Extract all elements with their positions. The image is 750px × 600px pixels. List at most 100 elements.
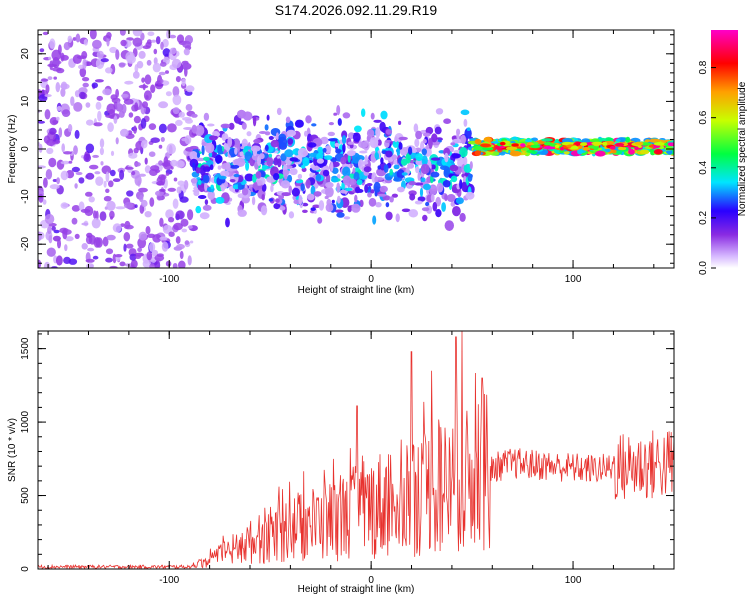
heat-cell [97,110,102,122]
heat-cell [170,166,174,170]
heat-cell [105,171,110,183]
heat-cell [543,145,556,150]
heat-cell [268,153,273,158]
heat-cell [323,155,333,161]
heat-cell [199,212,210,220]
heat-cell [356,179,363,186]
heat-cell [60,88,66,97]
heat-cell [275,198,280,203]
heat-cell [415,153,423,162]
heat-cell [331,177,339,183]
heat-cell [342,166,351,178]
heat-cell [46,247,56,257]
heat-cell [233,173,240,178]
heat-cell [354,186,361,194]
heat-cell [119,30,126,36]
heat-cell [62,228,68,240]
heat-cell [139,194,144,203]
heat-cell [112,178,121,183]
heat-cell [255,171,262,179]
heat-cell [166,143,176,155]
heat-cell [134,204,138,209]
heat-cell [595,150,606,157]
heat-cell [148,123,157,130]
spectrogram-y-tick-label: 0 [20,146,31,152]
heat-cell [189,240,194,244]
heat-cell [82,82,89,88]
heat-cell [120,128,129,137]
heat-cell [285,154,293,166]
heat-cell [185,118,193,124]
heat-cell [109,169,116,177]
heat-cell [146,251,153,261]
heat-cell [379,121,386,132]
heat-cell [93,210,97,219]
heat-cell [103,195,112,202]
heat-cell [325,173,331,184]
heat-cell [116,100,121,109]
heat-cell [421,148,427,156]
heat-cell [654,142,665,146]
heat-cell [434,126,442,135]
heat-cell [330,161,334,172]
heat-cell [149,197,155,207]
spectrogram-ylabel: Frequency (Hz) [7,115,18,184]
heat-cell [359,150,368,154]
heat-cell [149,168,158,176]
heat-cell [126,190,134,197]
heat-cell [145,226,151,235]
heat-cell [89,30,97,40]
heat-cell [79,67,87,78]
heat-cell [305,115,312,124]
heat-cell [181,78,186,87]
heat-cell [615,142,625,147]
heat-cell [85,172,95,180]
heat-cell [511,143,519,147]
heat-cell [276,107,282,116]
heat-cell [95,176,104,186]
heat-cell [411,148,418,153]
heat-cell [204,199,209,206]
colorbar-ticks: 0.0 0.2 0.4 0.6 0.8 [698,60,716,275]
heat-cell [85,143,95,154]
heat-cell [123,98,134,105]
heat-cell [187,225,193,229]
heat-cell [185,104,193,111]
heat-cell [577,145,583,149]
heat-cell [580,142,588,146]
heat-cell [251,196,256,206]
heat-cell [183,180,189,190]
heat-cell [414,182,424,186]
heat-cell [185,85,195,93]
heat-cell [505,146,518,151]
heat-cell [380,157,384,165]
heat-cell [430,157,441,161]
heat-cell [393,177,403,182]
heat-cell [173,222,183,231]
heat-cell [125,243,134,249]
heat-cell [621,137,627,142]
heat-cell [415,166,420,174]
heat-cell [615,138,621,142]
heat-cell [420,163,430,175]
heat-cell [395,213,400,223]
heat-cell [106,36,110,47]
heat-cell [40,78,49,82]
heat-cell [331,161,340,168]
heat-cell [373,181,381,193]
snr-ylabel: SNR (10 * v/v) [7,418,18,482]
heat-cell [655,149,661,155]
heat-cell [184,135,192,145]
heat-cell [178,111,185,118]
heat-cell [270,184,274,193]
heat-cell [47,225,52,235]
heat-cell [254,181,258,191]
heat-cell [103,180,107,188]
heat-cell [48,157,57,168]
heat-cell [277,136,288,148]
spectrogram-x-tick-label: 100 [565,274,582,285]
heat-cell [482,146,494,151]
heat-cell [158,123,167,134]
heat-cell [311,165,321,171]
